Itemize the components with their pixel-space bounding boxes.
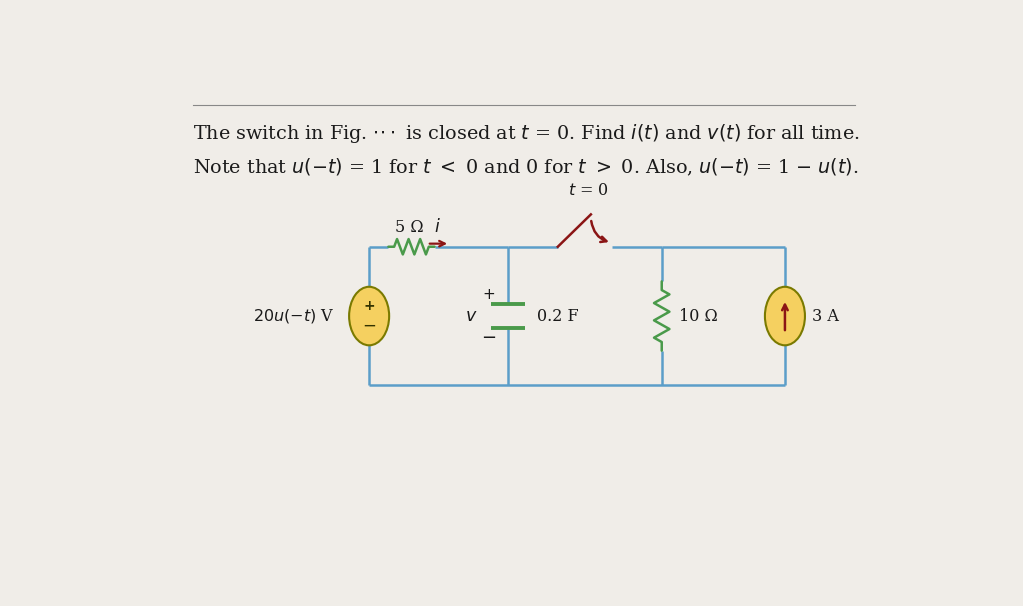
Text: −: −	[362, 317, 376, 335]
Text: The switch in Fig. $\cdot\!\cdot\!\cdot$ is closed at $t$ = 0. Find $i(t)$ and $: The switch in Fig. $\cdot\!\cdot\!\cdot$…	[193, 122, 860, 145]
Text: $i$: $i$	[434, 218, 440, 236]
Text: 10 Ω: 10 Ω	[678, 307, 717, 325]
Text: 0.2 F: 0.2 F	[537, 307, 579, 325]
Ellipse shape	[349, 287, 389, 345]
Text: $v$: $v$	[464, 307, 477, 325]
Text: $20u(-t)$ V: $20u(-t)$ V	[253, 307, 335, 325]
Text: Note that $u(-t)$ = 1 for $t$ $<$ 0 and 0 for $t$ $>$ 0. Also, $u(-t)$ = 1 $-$ $: Note that $u(-t)$ = 1 for $t$ $<$ 0 and …	[193, 157, 859, 178]
Text: $t$ = 0: $t$ = 0	[568, 182, 609, 199]
Text: 3 A: 3 A	[812, 307, 839, 325]
Text: −: −	[481, 328, 496, 347]
Ellipse shape	[765, 287, 805, 345]
Text: +: +	[363, 299, 375, 313]
Text: +: +	[482, 287, 495, 302]
Text: 5 Ω: 5 Ω	[395, 219, 424, 236]
